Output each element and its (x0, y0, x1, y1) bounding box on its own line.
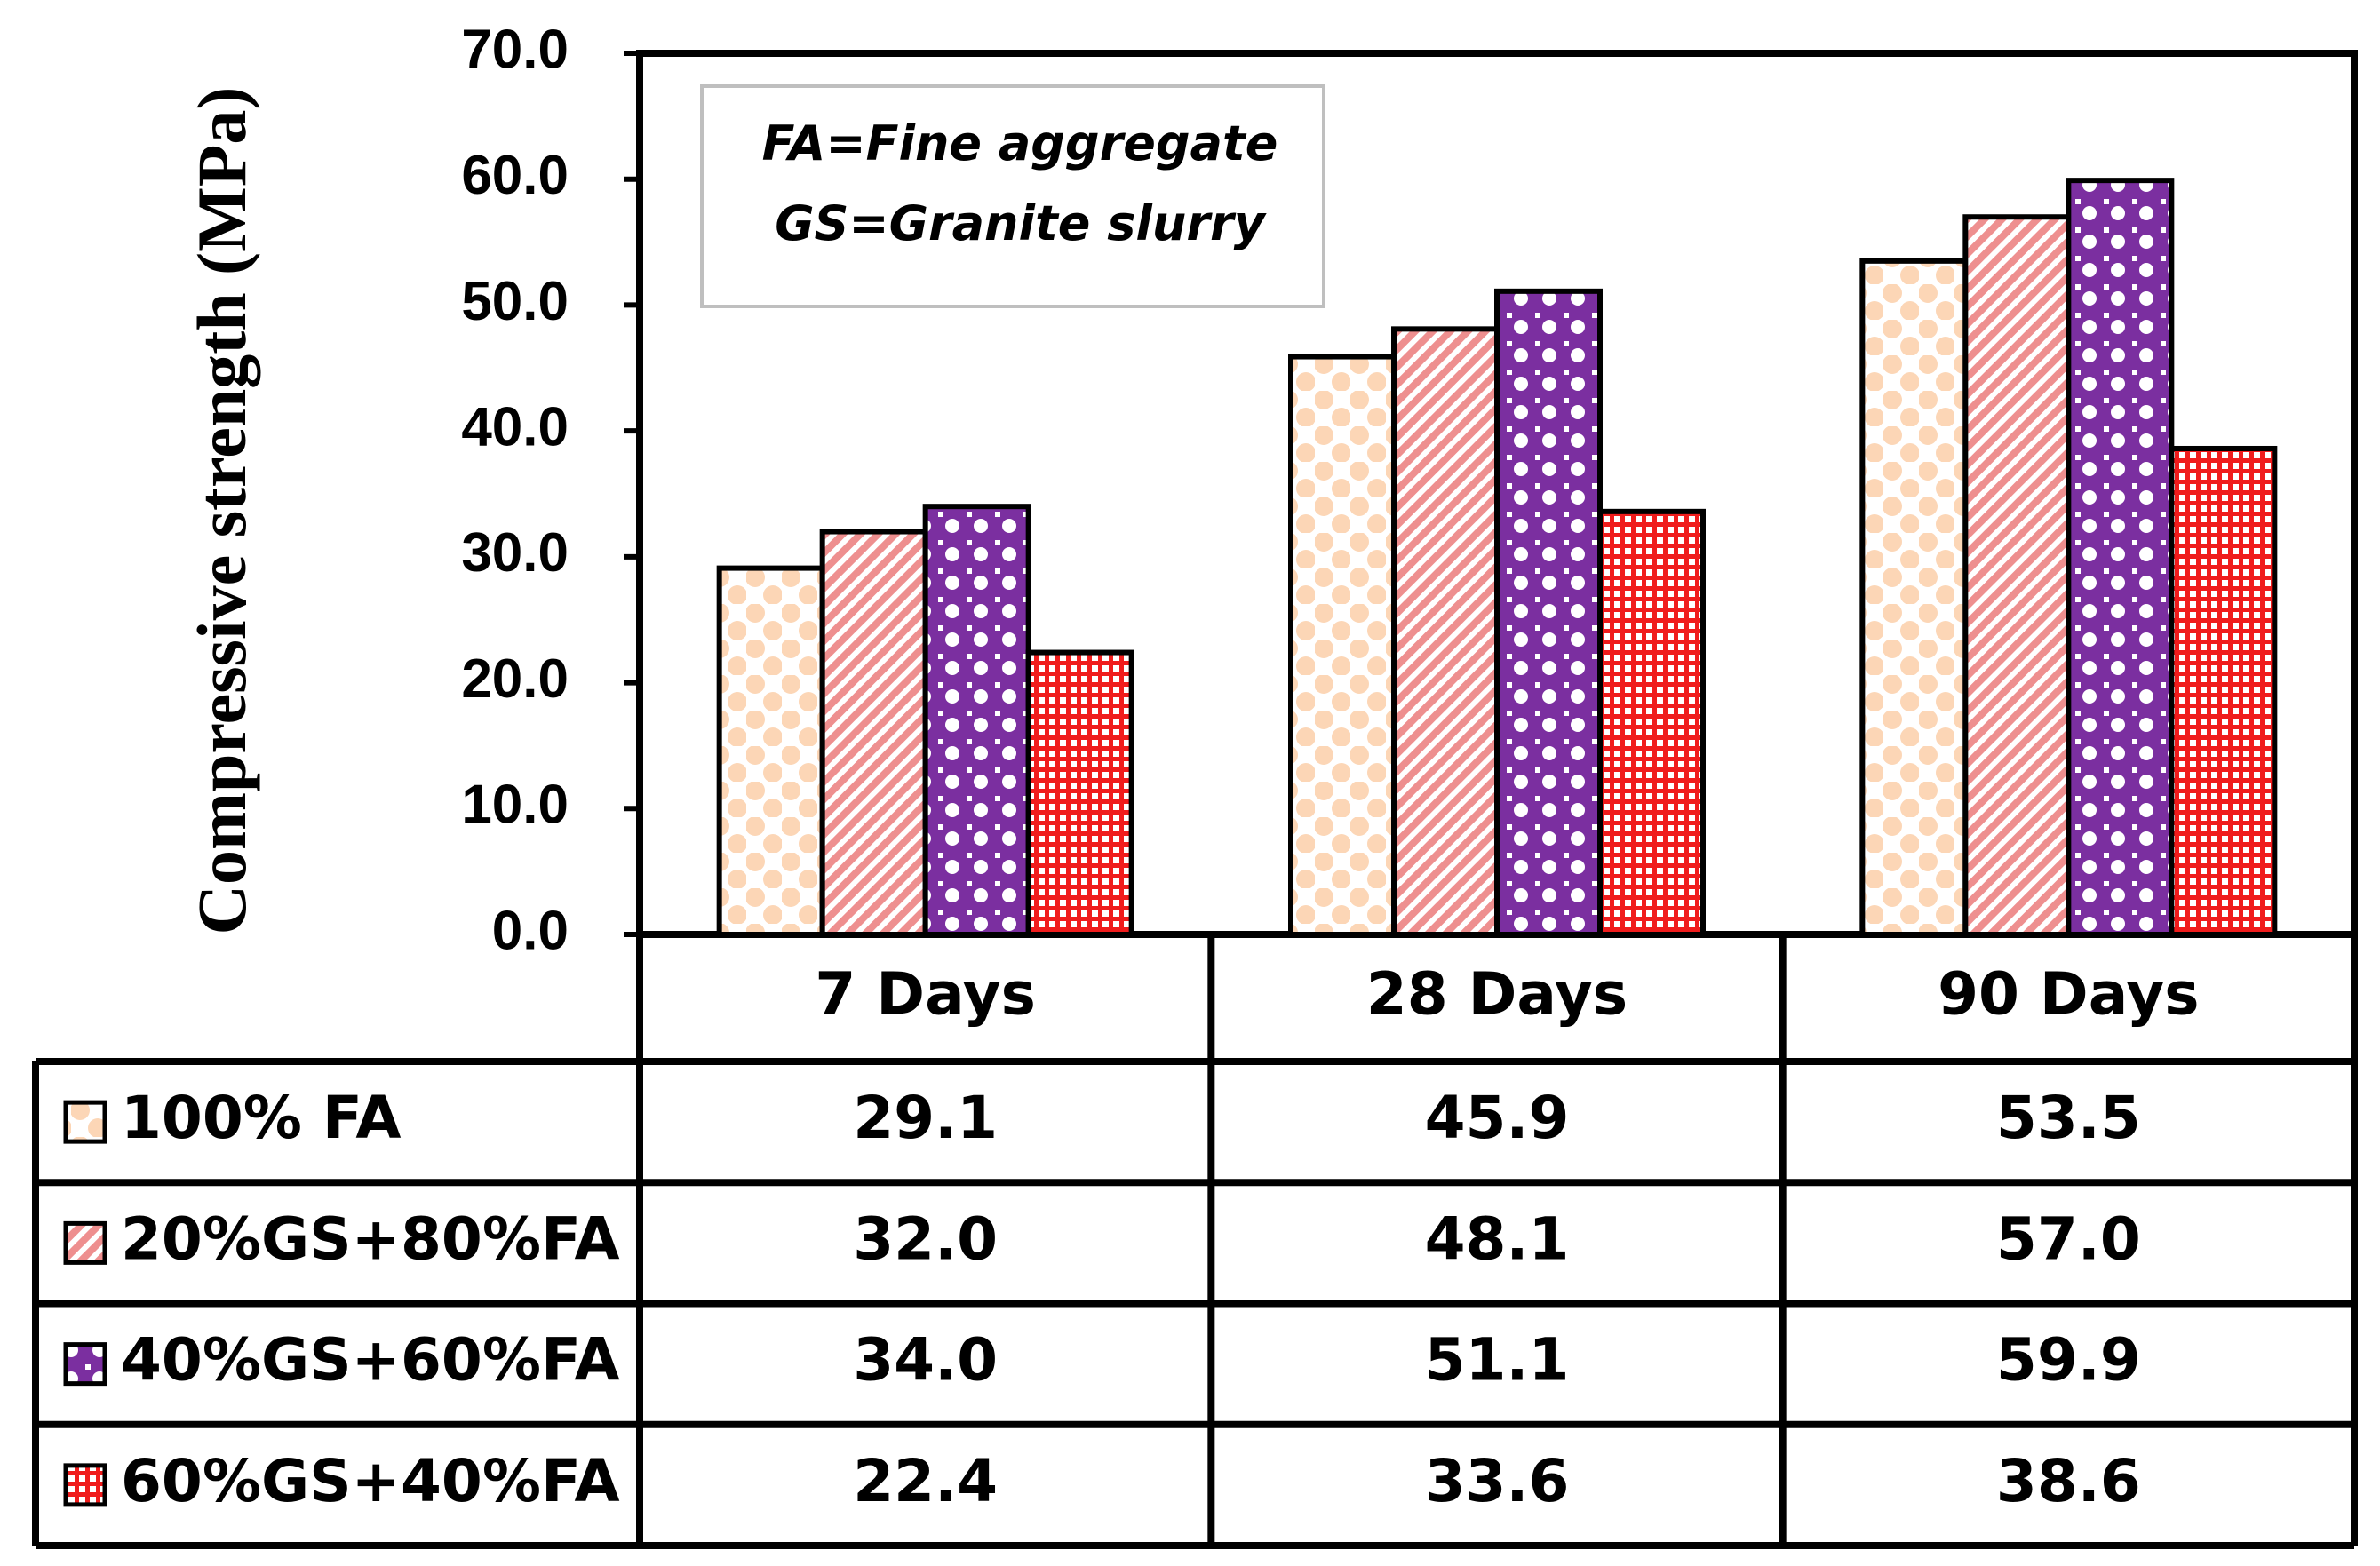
category-label: 28 Days (1366, 960, 1628, 1029)
table-value: 53.5 (1996, 1084, 2141, 1152)
y-axis-title: Compressive strength (MPa) (183, 87, 260, 935)
legend-swatch (63, 1463, 107, 1507)
category-label: 90 Days (1938, 960, 2199, 1029)
y-tick-label: 10.0 (461, 775, 569, 836)
bar-3-2 (1494, 288, 1603, 937)
bar-2-3 (1962, 214, 2072, 937)
y-tick-label: 30.0 (461, 522, 569, 584)
y-tick-label: 40.0 (461, 397, 569, 458)
data-table: 7 Days 28 Days 90 Days 100% FA 29.1 45.9 53.5 2… (32, 934, 2358, 1549)
legend-label: 40%GS+60%FA (121, 1326, 620, 1395)
bar-3-1 (922, 504, 1031, 938)
table-value: 45.9 (1425, 1084, 1570, 1152)
category-label: 7 Days (815, 960, 1036, 1029)
table-value: 34.0 (853, 1326, 998, 1395)
y-tick-label: 50.0 (461, 271, 569, 332)
table-value: 33.6 (1425, 1447, 1570, 1515)
legend-swatch (63, 1220, 107, 1265)
bar-2-1 (819, 529, 928, 937)
bar-4-2 (1597, 508, 1706, 938)
annotation-line-1: FA=Fine aggregate (762, 115, 1278, 171)
table-value: 38.6 (1996, 1447, 2141, 1515)
annotation-box (700, 84, 1325, 308)
table-value: 29.1 (853, 1084, 998, 1152)
legend-label: 60%GS+40%FA (121, 1447, 620, 1515)
table-value: 22.4 (853, 1447, 998, 1515)
table-value: 57.0 (1996, 1204, 2141, 1273)
bar-4-1 (1025, 649, 1134, 937)
bar-3-3 (2066, 178, 2175, 938)
y-tick-label: 70.0 (461, 19, 569, 80)
table-value: 59.9 (1996, 1326, 2141, 1395)
table-value: 48.1 (1425, 1204, 1570, 1273)
y-axis-ticks: 0.0 10.0 20.0 30.0 40.0 50.0 60.0 70.0 (461, 19, 640, 961)
table-value: 32.0 (853, 1204, 998, 1273)
bars-group (716, 178, 2278, 938)
bar-1-3 (1859, 258, 1969, 938)
bar-2-2 (1391, 326, 1500, 937)
y-tick-label: 60.0 (461, 145, 569, 206)
bar-1-2 (1288, 354, 1397, 937)
legend-label: 20%GS+80%FA (121, 1204, 620, 1273)
bar-4-3 (2169, 445, 2278, 937)
table-value: 51.1 (1425, 1326, 1570, 1395)
y-tick-label: 0.0 (492, 900, 569, 961)
annotation-line-2: GS=Granite slurry (775, 195, 1267, 251)
legend-swatch (63, 1100, 107, 1144)
legend-label: 100% FA (121, 1084, 401, 1152)
bar-1-1 (716, 565, 825, 938)
legend-swatch (63, 1342, 107, 1387)
y-tick-label: 20.0 (461, 648, 569, 710)
